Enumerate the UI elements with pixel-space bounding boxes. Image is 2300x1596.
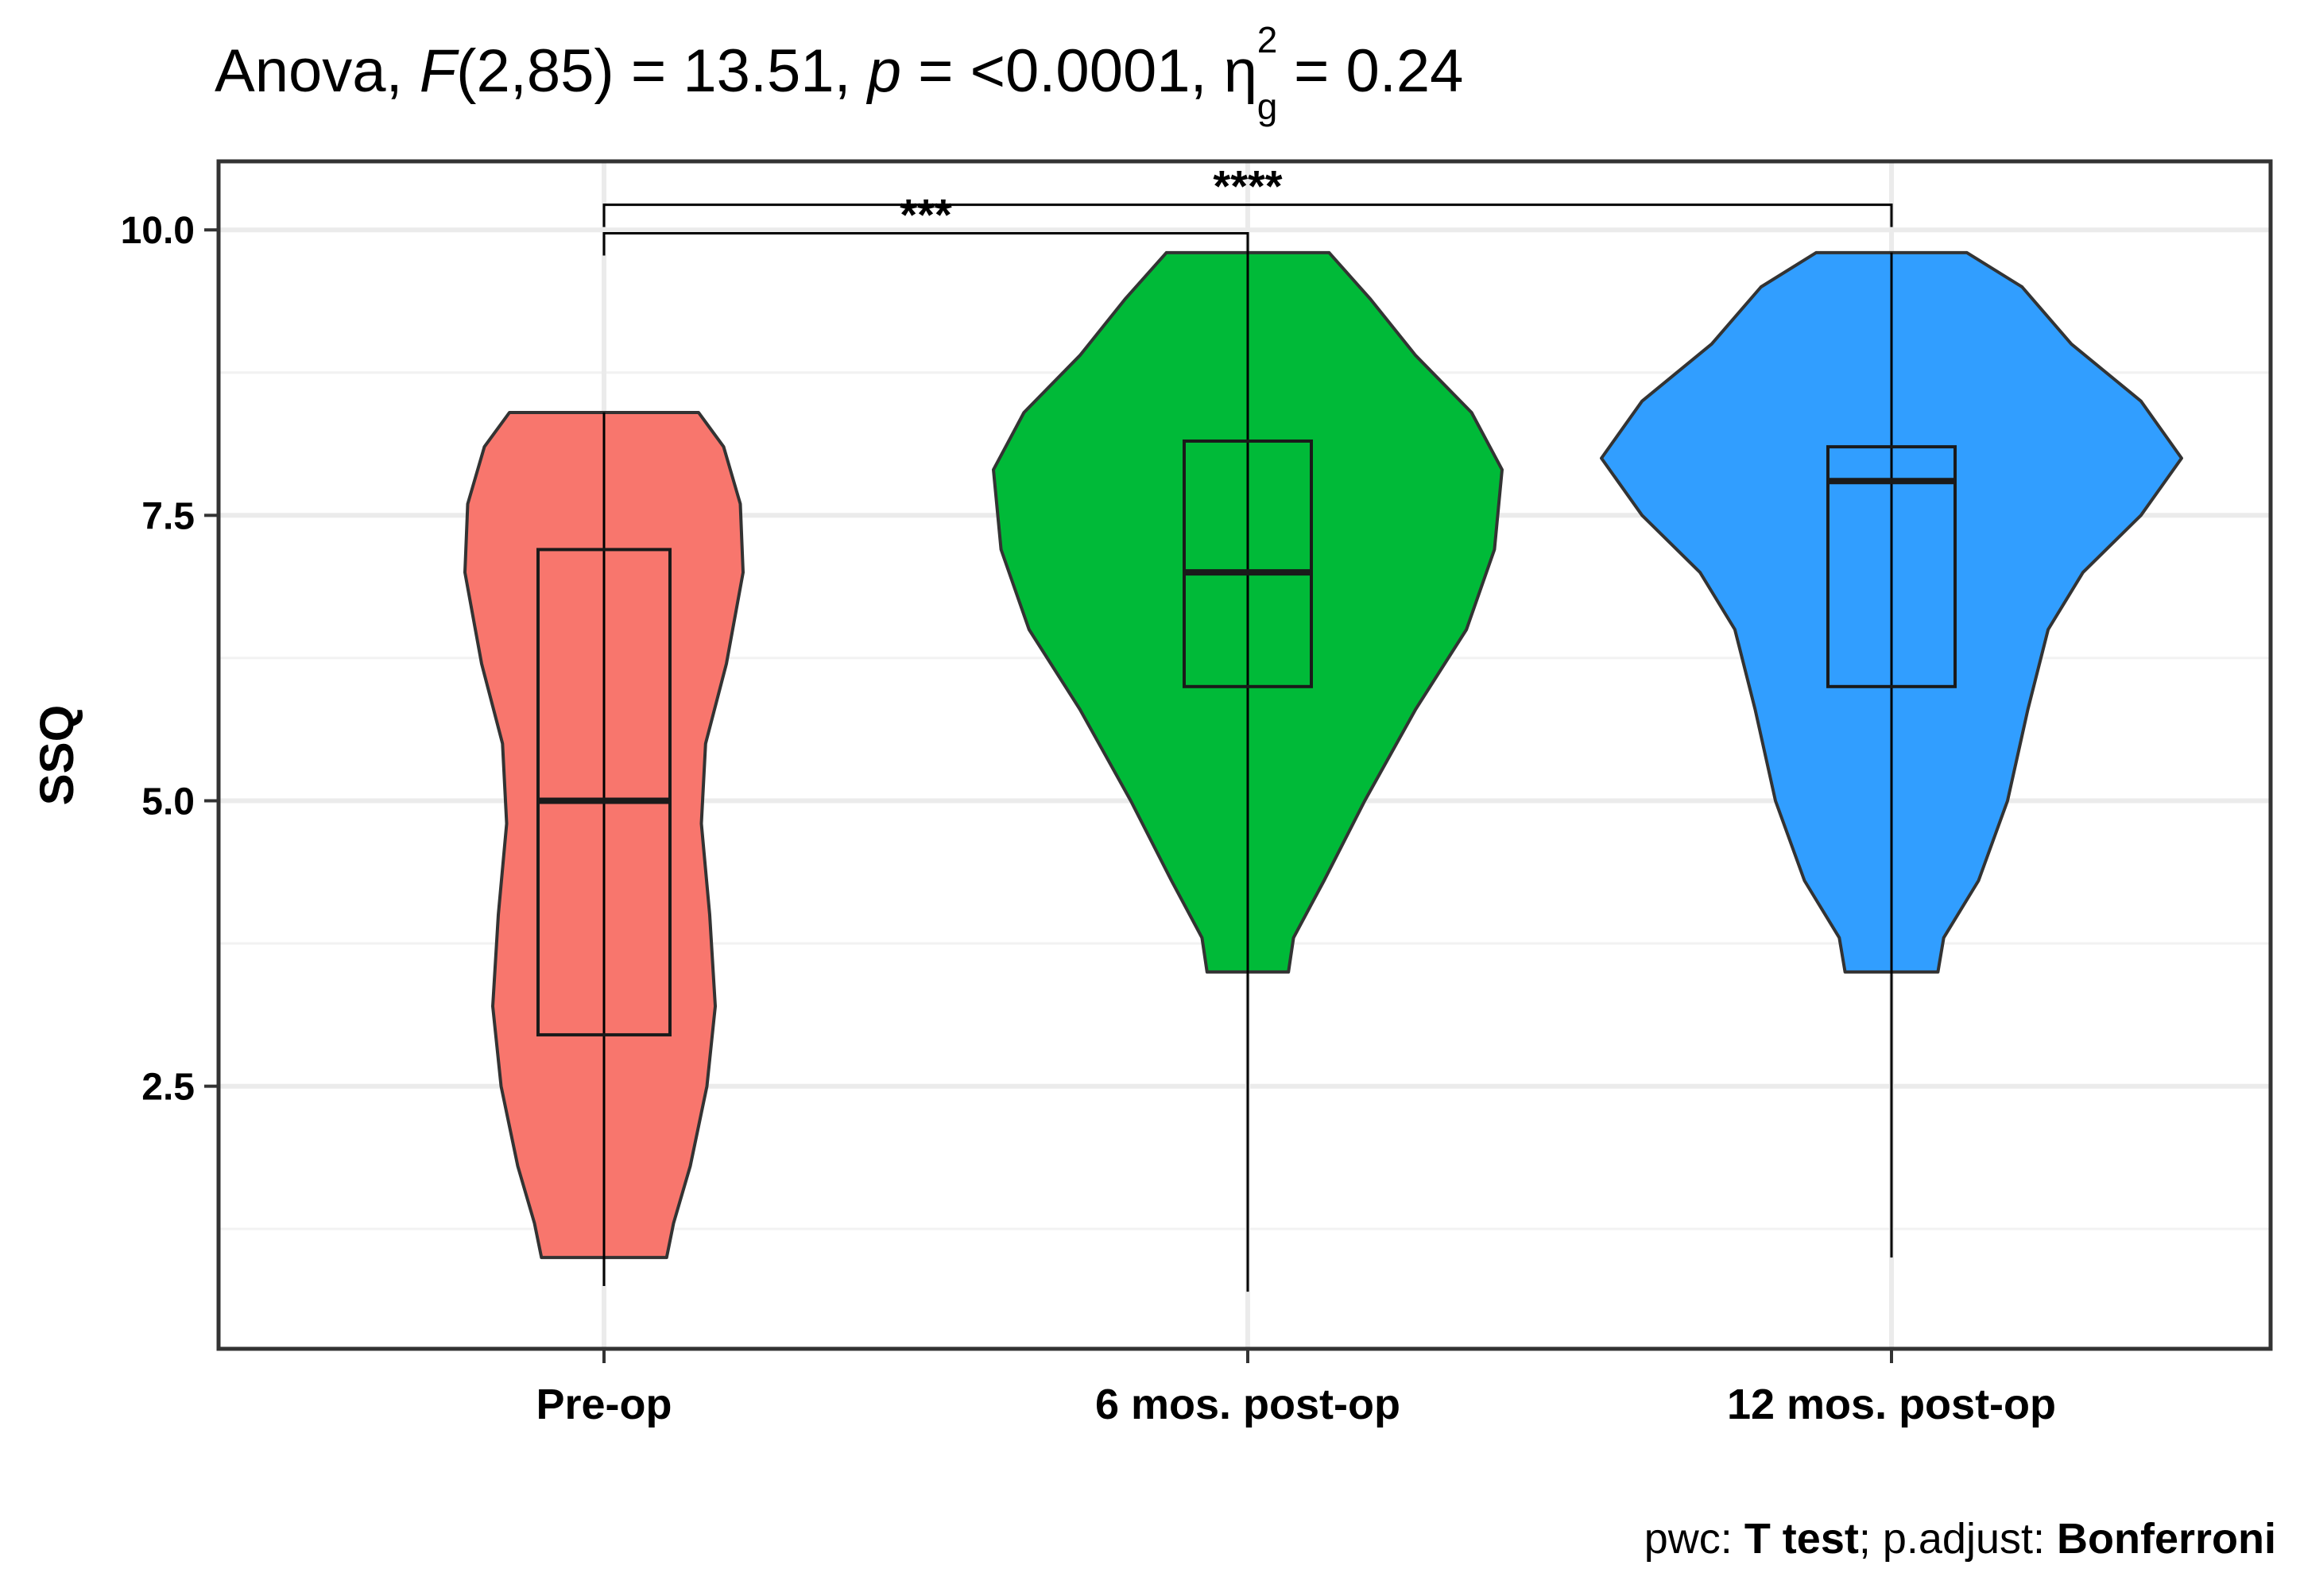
box-iqr	[1183, 439, 1313, 688]
title-p-value: = <0.0001,	[918, 37, 1207, 105]
chart-caption: pwc: T test; p.adjust: Bonferroni	[1644, 1514, 2276, 1563]
title-test-name: Anova,	[215, 37, 403, 105]
x-tick-label: 12 mos. post-op	[1727, 1381, 2056, 1428]
y-tick-label: 7.5	[141, 495, 195, 537]
bracket-line	[602, 203, 1893, 227]
caption-adjust-label: ; p.adjust:	[1858, 1515, 2045, 1563]
title-f-args: (2,85) = 13.51,	[456, 37, 851, 105]
boxplot-2	[1183, 252, 1313, 1292]
boxplot-3	[1826, 252, 1957, 1258]
boxplot-1	[536, 413, 672, 1286]
significance-bracket-1: ***	[602, 190, 1249, 256]
x-tick-label: 6 mos. post-op	[1095, 1381, 1400, 1428]
plot-border	[216, 159, 2273, 1351]
bracket-label: ****	[1213, 161, 1282, 211]
bracket-label: ***	[900, 190, 952, 240]
significance-bracket-2: ****	[602, 161, 1893, 227]
box-iqr	[1826, 445, 1957, 688]
title-eta-symbol: η	[1223, 37, 1258, 105]
caption-pwc-label: pwc:	[1644, 1515, 1733, 1563]
title-f-symbol: F	[419, 37, 457, 105]
y-axis-label: SSQ	[30, 705, 83, 806]
y-tick-label: 5.0	[141, 781, 195, 823]
y-tick-label: 10.0	[121, 210, 195, 252]
title-eta-value: = 0.24	[1294, 37, 1464, 105]
x-tick-label: Pre-op	[536, 1381, 672, 1428]
caption-adjust-value: Bonferroni	[2057, 1515, 2276, 1563]
y-tick-label: 2.5	[141, 1067, 195, 1109]
box-iqr	[536, 548, 672, 1036]
title-p-symbol: p	[867, 37, 902, 105]
title-eta-sup: 2	[1256, 19, 1278, 60]
title-eta-sub: g	[1256, 86, 1278, 127]
caption-pwc-value: T test	[1744, 1515, 1859, 1563]
bracket-line	[602, 232, 1249, 256]
